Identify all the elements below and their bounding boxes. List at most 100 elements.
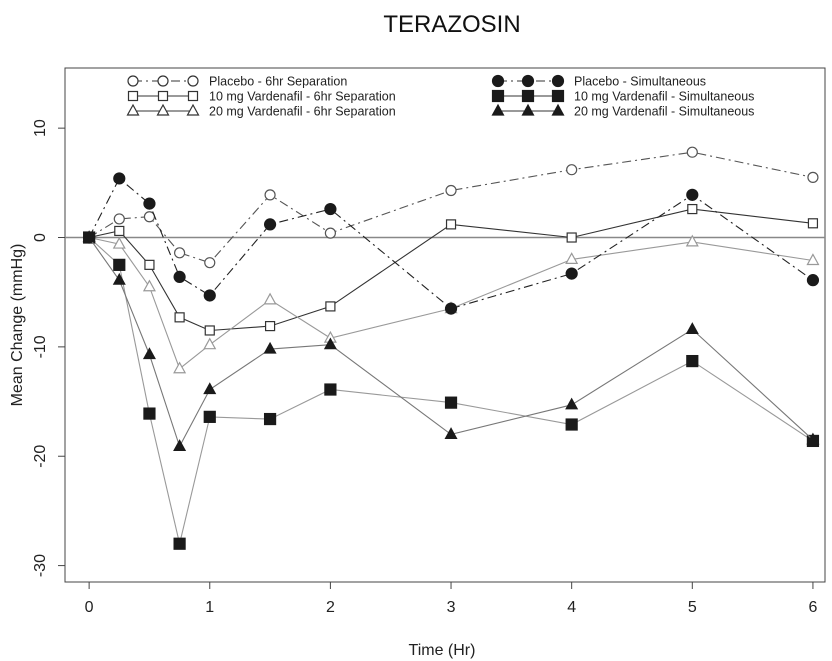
legend-marker [127,75,139,87]
data-point [565,397,579,410]
x-tick-label: 6 [808,599,817,616]
data-point [807,171,819,183]
legend-marker [521,74,535,88]
data-point [685,322,699,334]
data-point [685,234,699,247]
legend-item: 10 mg Vardenafil - 6hr Separation [127,90,396,104]
legend-marker [551,89,565,103]
y-tick-label: -20 [32,445,49,468]
legend-marker [187,90,199,102]
axis-ticks: 0 1 2 3 4 5 6 -30 -20 -10 0 10 [32,119,817,616]
data-point [686,146,698,158]
series-3 [83,172,820,315]
legend-marker [127,90,139,102]
data-point [325,301,336,312]
data-point [142,279,156,292]
data-point [686,188,699,201]
y-axis-label: Mean Change (mmHg) [9,244,26,407]
data-point [143,197,156,210]
legend-item: 20 mg Vardenafil - Simultaneous [491,103,754,119]
data-point [686,354,699,368]
data-point [806,274,820,287]
legend-marker [521,103,535,116]
data-point [174,247,186,259]
legend-marker [551,103,565,116]
series-line [88,177,814,310]
legend-marker [491,74,505,88]
data-point [173,361,187,374]
data-point [565,418,578,431]
series-line [88,237,814,448]
data-point [203,382,217,395]
data-point [263,292,277,305]
series-line [88,237,814,544]
data-point [324,202,337,216]
legend-label: 10 mg Vardenafil - 6hr Separation [209,90,396,104]
legend-marker [156,103,170,116]
data-point [566,232,577,243]
legend-marker [551,74,565,88]
x-tick-label: 1 [205,599,214,616]
x-tick-label: 0 [85,599,94,616]
data-point [565,267,578,280]
legend-marker [521,89,535,103]
x-tick-label: 2 [326,599,335,616]
data-point [142,347,156,360]
data-point [143,407,156,420]
legend-label: 10 mg Vardenafil - Simultaneous [574,90,754,104]
data-point [144,259,155,270]
data-point [263,218,277,231]
data-point [173,270,186,283]
plot-frame [64,67,826,583]
data-point [263,341,277,354]
data-point [264,320,276,332]
legend-marker [126,103,140,116]
data-point [444,427,458,439]
legend-marker [157,90,169,102]
data-point [263,412,277,426]
chart-title: TERAZOSIN [383,11,520,38]
data-point [807,218,819,229]
data-point [323,337,337,350]
legend-label: 20 mg Vardenafil - Simultaneous [574,105,754,119]
y-tick-label: 0 [32,233,49,242]
data-point [264,189,276,201]
x-axis-label: Time (Hr) [409,642,476,659]
data-point [324,383,337,396]
legend-label: 20 mg Vardenafil - 6hr Separation [209,105,396,119]
data-point [445,184,457,197]
data-point [324,227,336,239]
series-0 [83,146,819,269]
legend-item: Placebo - 6hr Separation [127,75,347,89]
series-layer [82,146,820,550]
data-point [806,253,820,266]
data-point [113,258,126,271]
data-point [173,537,186,550]
data-point [687,203,698,215]
data-point [114,225,125,237]
data-point [445,219,457,230]
x-tick-label: 5 [688,599,697,616]
y-tick-label: -10 [32,335,49,358]
legend-marker [186,103,200,116]
data-point [112,272,126,285]
series-line [88,151,814,264]
legend-label: Placebo - Simultaneous [574,75,706,89]
data-point [203,410,216,423]
data-point [174,312,185,323]
data-point [173,439,187,451]
data-point [203,289,216,302]
legend-marker [491,89,505,103]
series-5 [82,230,820,451]
data-point [203,337,217,350]
data-point [444,302,458,315]
data-point [566,164,578,176]
legend-marker [157,75,169,87]
legend-item: Placebo - Simultaneous [491,74,706,89]
legend-item: 10 mg Vardenafil - Simultaneous [491,89,754,104]
legend-label: Placebo - 6hr Separation [209,75,347,89]
x-tick-label: 3 [447,599,456,616]
series-1 [84,203,819,336]
